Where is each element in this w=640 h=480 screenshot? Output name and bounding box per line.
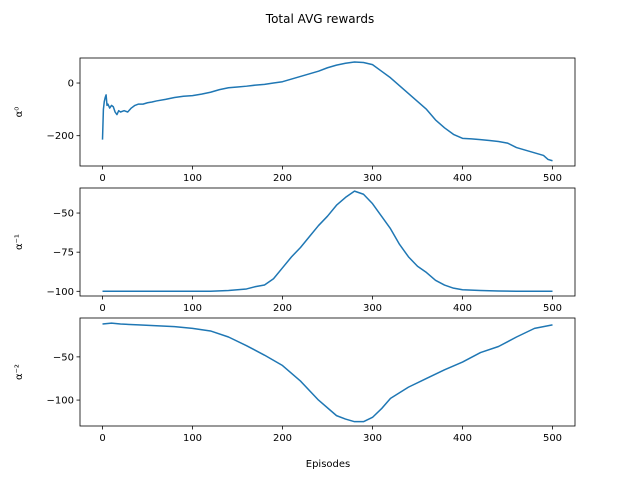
x-tick-label: 300 [363, 173, 382, 184]
x-tick-label: 100 [183, 173, 202, 184]
x-tick-label: 300 [363, 303, 382, 314]
y-axis-label: α⁻¹ [14, 234, 25, 250]
plot-frame [79, 187, 576, 297]
x-axis-label: Episodes [306, 459, 350, 470]
x-tick-label: 400 [453, 433, 472, 444]
x-tick-label: 200 [273, 433, 292, 444]
x-tick-label: 200 [273, 303, 292, 314]
y-axis-label: α⁻² [14, 364, 25, 380]
y-tick-label: −100 [47, 287, 74, 298]
plot-frame [79, 317, 576, 427]
y-tick-label: −75 [53, 248, 74, 259]
y-tick-label: −200 [47, 131, 74, 142]
x-tick-label: 100 [183, 433, 202, 444]
series-line-2-1 [102, 190, 553, 293]
subplot-3: 0 100 200 300 400 500 −50 −100 α⁻² [14, 317, 576, 444]
x-tick-label: 300 [363, 433, 382, 444]
plot-frame [79, 57, 576, 167]
series-line-3-1 [102, 322, 553, 423]
x-tick-label: 0 [99, 433, 105, 444]
x-tick-label: 0 [99, 303, 105, 314]
x-tick-label: 500 [543, 433, 562, 444]
y-tick-label: −50 [53, 209, 74, 220]
x-tick-label: 200 [273, 173, 292, 184]
y-tick-label: −50 [53, 352, 74, 363]
y-tick-label: −100 [47, 396, 74, 407]
series-line-1-1 [101, 61, 553, 162]
subplot-1: 0 100 200 300 400 500 0 −200 α⁰ [14, 57, 576, 184]
subplot-2: 0 100 200 300 400 500 −50 −75 −100 α⁻¹ [14, 187, 576, 314]
x-tick-label: 400 [453, 173, 472, 184]
y-tick-label: 0 [68, 79, 74, 90]
x-tick-label: 400 [453, 303, 472, 314]
y-axis-label: α⁰ [14, 107, 25, 118]
x-tick-label: 100 [183, 303, 202, 314]
subplots: 0 100 200 300 400 500 0 −200 α⁰ 0 100 200 300 400 500 −… [14, 57, 576, 444]
chart-title: Total AVG rewards [265, 12, 374, 26]
x-tick-label: 500 [543, 303, 562, 314]
x-tick-label: 500 [543, 173, 562, 184]
x-tick-label: 0 [99, 173, 105, 184]
